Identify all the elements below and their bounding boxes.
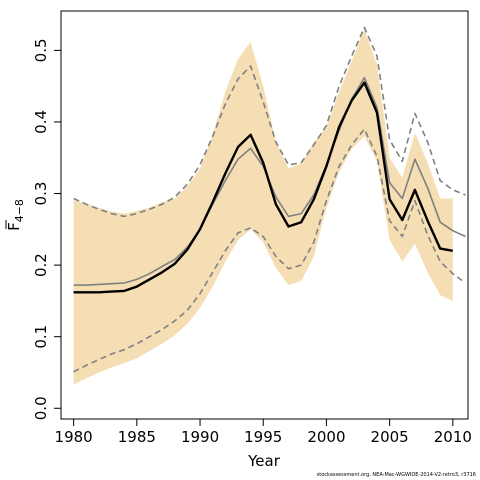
- x-tick-label: 1985: [118, 428, 156, 446]
- y-axis: 0.0 0.1 0.2 0.3 0.4 0.5: [32, 38, 61, 420]
- x-tick-label: 1995: [244, 428, 282, 446]
- retro-upper-line: [73, 26, 466, 218]
- confidence-band: [73, 28, 453, 385]
- x-tick-label: 2005: [371, 428, 409, 446]
- x-tick-label: 1980: [55, 428, 93, 446]
- x-axis-label: Year: [247, 452, 281, 470]
- y-tick-label: 0.0: [32, 396, 50, 420]
- series-lines: [73, 26, 466, 373]
- svg-text:F4−8: F4−8: [5, 199, 26, 231]
- plot-frame: [60, 10, 469, 420]
- y-tick-label: 0.1: [32, 325, 50, 349]
- y-axis-label: F4−8: [5, 199, 26, 231]
- y-tick-label: 0.2: [32, 253, 50, 277]
- footer-credit: stockassessment.org, NEA-Mac-WGWIDE-2014…: [316, 472, 476, 478]
- confidence-band-area: [73, 28, 453, 385]
- y-axis-label-main: F: [5, 222, 23, 231]
- x-tick-label: 2010: [434, 428, 472, 446]
- retro-lower-line: [73, 128, 466, 373]
- x-axis: 1980 1985 1990 1995 2000 2005 2010: [55, 419, 472, 446]
- y-tick-label: 0.5: [32, 38, 50, 62]
- y-tick-label: 0.3: [32, 182, 50, 206]
- x-tick-label: 1990: [181, 428, 219, 446]
- y-tick-label: 0.4: [32, 110, 50, 134]
- y-axis-label-sub: 4−8: [13, 199, 26, 222]
- x-tick-label: 2000: [307, 428, 345, 446]
- estimate-line: [73, 81, 454, 294]
